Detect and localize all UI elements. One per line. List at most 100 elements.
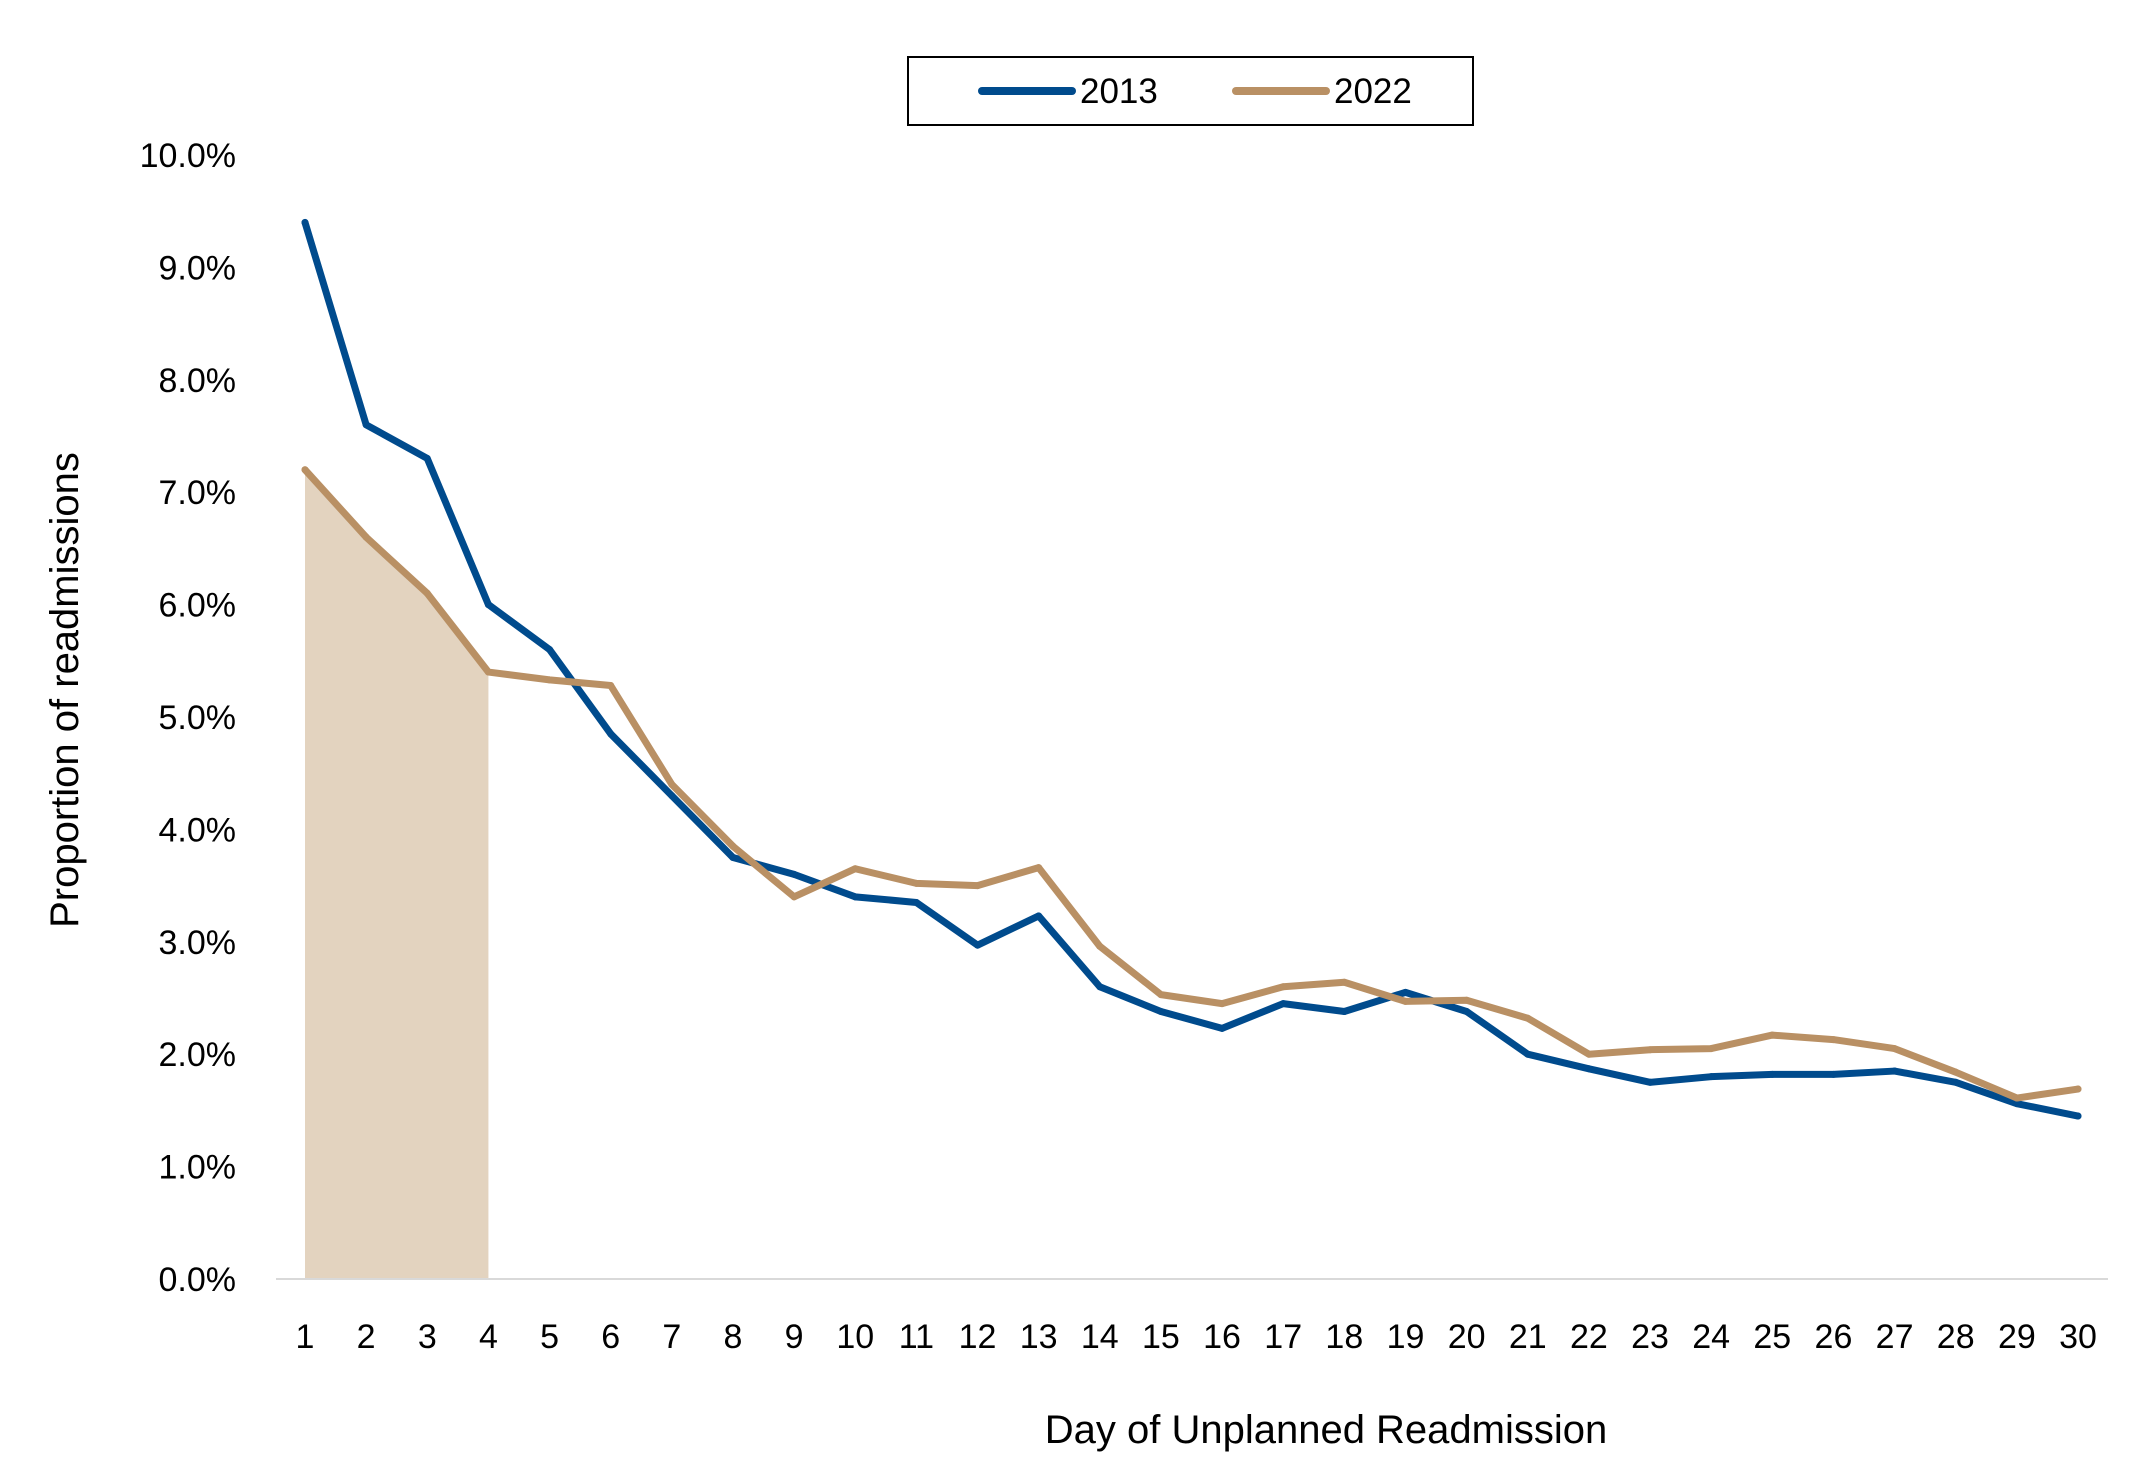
y-tick-label: 5.0%: [159, 699, 237, 737]
x-tick-label: 5: [540, 1318, 559, 1356]
x-tick-label: 1: [296, 1318, 315, 1356]
legend-label-2013: 2013: [1080, 72, 1158, 111]
x-tick-label: 13: [1020, 1318, 1058, 1356]
data-point-2022: [1218, 1000, 1226, 1008]
data-point-2013: [1035, 912, 1043, 920]
x-tick-label: 22: [1570, 1318, 1608, 1356]
y-tick-label: 2.0%: [159, 1036, 237, 1074]
data-point-2022: [1891, 1045, 1899, 1053]
data-point-2022: [301, 466, 309, 474]
data-point-2022: [974, 882, 982, 890]
x-tick-label: 24: [1692, 1318, 1730, 1356]
data-point-2013: [1218, 1024, 1226, 1032]
data-point-2013: [2013, 1100, 2021, 1108]
data-point-2022: [1096, 942, 1104, 950]
y-tick-label: 0.0%: [159, 1261, 237, 1299]
x-tick-label: 18: [1325, 1318, 1363, 1356]
data-point-2013: [1524, 1050, 1532, 1058]
data-point-2022: [668, 780, 676, 788]
series-line-2022: [301, 466, 2082, 1102]
y-tick-label: 3.0%: [159, 924, 237, 962]
x-axis-title: Day of Unplanned Readmission: [1045, 1408, 1608, 1452]
x-tick-label: 26: [1815, 1318, 1853, 1356]
data-point-2013: [1646, 1078, 1654, 1086]
data-point-2022: [423, 589, 431, 597]
data-point-2013: [423, 454, 431, 462]
series-line-2013: [301, 218, 2082, 1120]
data-point-2022: [1829, 1036, 1837, 1044]
x-tick-label: 12: [959, 1318, 997, 1356]
data-point-2013: [607, 730, 615, 738]
x-tick-label: 23: [1631, 1318, 1669, 1356]
x-tick-label: 4: [479, 1318, 498, 1356]
data-point-2013: [301, 218, 309, 226]
data-point-2022: [1646, 1046, 1654, 1054]
x-tick-label: 14: [1081, 1318, 1119, 1356]
data-point-2013: [1768, 1070, 1776, 1078]
y-tick-label: 1.0%: [159, 1149, 237, 1187]
data-point-2022: [1279, 983, 1287, 991]
data-point-2013: [974, 941, 982, 949]
data-point-2013: [1096, 983, 1104, 991]
series-layer: [301, 218, 2082, 1120]
data-point-2022: [1585, 1050, 1593, 1058]
x-tick-label: 30: [2059, 1318, 2097, 1356]
x-tick-label: 17: [1264, 1318, 1302, 1356]
data-point-2022: [607, 682, 615, 690]
x-tick-label: 16: [1203, 1318, 1241, 1356]
data-point-2022: [912, 879, 920, 887]
x-tick-label: 25: [1753, 1318, 1791, 1356]
x-tick-label: 19: [1387, 1318, 1425, 1356]
y-tick-label: 8.0%: [159, 362, 237, 400]
data-point-2022: [1401, 997, 1409, 1005]
x-tick-label: 11: [899, 1318, 934, 1356]
y-tick-label: 9.0%: [159, 249, 237, 287]
data-point-2022: [1952, 1068, 1960, 1076]
highlight-area-layer: [305, 469, 489, 1280]
x-tick-label: 7: [662, 1318, 681, 1356]
data-point-2022: [851, 865, 859, 873]
data-point-2022: [729, 842, 737, 850]
data-point-2013: [1463, 1007, 1471, 1015]
y-axis-title: Proportion of readmissions: [43, 452, 87, 928]
data-point-2013: [790, 870, 798, 878]
y-tick-label: 10.0%: [140, 137, 236, 175]
x-tick-label: 10: [836, 1318, 874, 1356]
data-point-2013: [2074, 1112, 2082, 1120]
data-point-2013: [668, 792, 676, 800]
data-point-2022: [1340, 978, 1348, 986]
data-point-2013: [912, 898, 920, 906]
data-point-2022: [546, 676, 554, 684]
data-point-2022: [484, 668, 492, 676]
data-point-2013: [729, 854, 737, 861]
y-tick-label: 7.0%: [159, 474, 237, 512]
x-tick-label: 8: [724, 1318, 743, 1356]
x-tick-label: 20: [1448, 1318, 1486, 1356]
x-tick-label: 2: [357, 1318, 376, 1356]
data-point-2022: [790, 893, 798, 901]
x-tick-label: 29: [1998, 1318, 2036, 1356]
data-point-2013: [546, 646, 554, 654]
axis-layer: 0.0% 1.0% 2.0% 3.0% 4.0% 5.0% 6.0% 7.0% 8.0% 9.0%…: [43, 137, 2108, 1452]
y-tick-label: 4.0%: [159, 811, 237, 849]
data-point-2013: [1891, 1067, 1899, 1075]
data-point-2022: [362, 533, 370, 541]
legend: 2013 2022: [907, 56, 1474, 126]
data-point-2022: [1524, 1014, 1532, 1022]
highlight-area: [305, 469, 489, 1280]
x-tick-label: 21: [1509, 1318, 1547, 1356]
data-point-2022: [1035, 864, 1043, 872]
data-point-2013: [1707, 1073, 1715, 1081]
data-point-2013: [362, 421, 370, 429]
data-point-2013: [484, 601, 492, 609]
data-point-2013: [1829, 1070, 1837, 1078]
data-point-2013: [1952, 1078, 1960, 1086]
x-tick-label: 6: [601, 1318, 620, 1356]
x-tick-label: 27: [1876, 1318, 1914, 1356]
data-point-2022: [2074, 1085, 2082, 1093]
x-tick-label: 28: [1937, 1318, 1975, 1356]
data-point-2013: [1585, 1065, 1593, 1073]
legend-label-2022: 2022: [1334, 72, 1412, 111]
